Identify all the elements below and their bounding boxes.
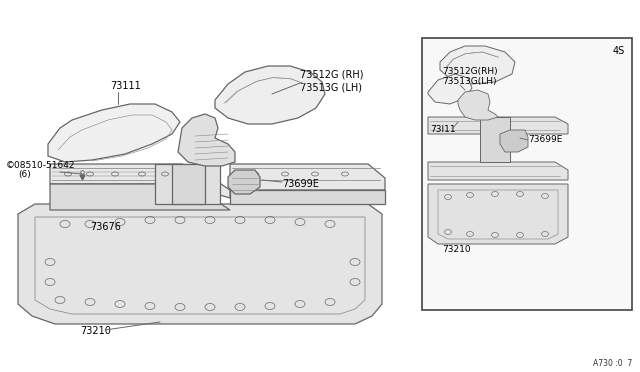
Text: 73210: 73210 bbox=[80, 326, 111, 336]
Polygon shape bbox=[215, 66, 325, 124]
Polygon shape bbox=[230, 190, 385, 204]
Polygon shape bbox=[230, 164, 385, 190]
Text: 73512G (RH): 73512G (RH) bbox=[300, 69, 364, 79]
Text: 73512G(RH): 73512G(RH) bbox=[442, 67, 498, 76]
Polygon shape bbox=[428, 162, 568, 180]
Polygon shape bbox=[172, 164, 205, 204]
Text: 73676: 73676 bbox=[90, 222, 121, 232]
Text: 73210: 73210 bbox=[442, 245, 470, 254]
Polygon shape bbox=[228, 170, 260, 194]
Text: (6): (6) bbox=[18, 170, 31, 179]
Text: 73l11: 73l11 bbox=[430, 125, 456, 134]
Polygon shape bbox=[178, 114, 235, 166]
Polygon shape bbox=[428, 74, 472, 104]
Bar bbox=[422, 38, 632, 310]
Text: 73699E: 73699E bbox=[528, 135, 563, 144]
Text: A730 :0  7: A730 :0 7 bbox=[593, 359, 632, 368]
Polygon shape bbox=[50, 164, 230, 198]
Text: 73111: 73111 bbox=[110, 81, 141, 91]
Text: 73513G (LH): 73513G (LH) bbox=[300, 82, 362, 92]
Text: 4S: 4S bbox=[612, 46, 625, 56]
Polygon shape bbox=[428, 117, 568, 134]
Polygon shape bbox=[480, 117, 510, 162]
Text: ©08510-51642: ©08510-51642 bbox=[6, 161, 76, 170]
Polygon shape bbox=[440, 46, 515, 84]
Polygon shape bbox=[428, 184, 568, 244]
Text: 73513G(LH): 73513G(LH) bbox=[442, 77, 497, 86]
Polygon shape bbox=[48, 104, 180, 162]
Polygon shape bbox=[155, 164, 220, 204]
Text: 73699E: 73699E bbox=[282, 179, 319, 189]
Polygon shape bbox=[458, 90, 498, 120]
Polygon shape bbox=[50, 184, 230, 210]
Polygon shape bbox=[18, 204, 382, 324]
Polygon shape bbox=[500, 130, 528, 152]
